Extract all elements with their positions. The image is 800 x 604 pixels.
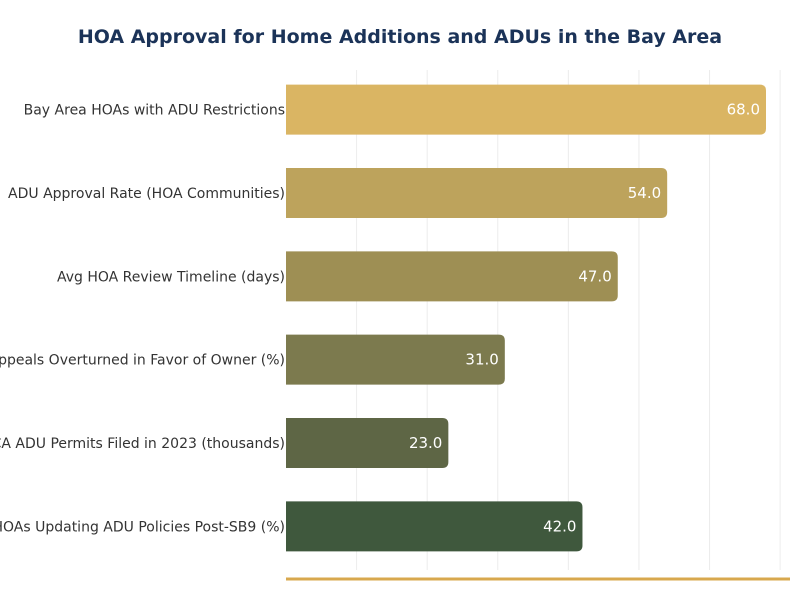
chart-title: HOA Approval for Home Additions and ADUs… [78, 26, 722, 48]
bar [286, 501, 583, 552]
category-label: CA ADU Permits Filed in 2023 (thousands) [0, 436, 285, 452]
data-label: 42.0 [543, 517, 576, 535]
bar [286, 334, 505, 385]
data-label: 54.0 [628, 184, 661, 202]
gridlines [356, 70, 781, 570]
category-label: ADU Approval Rate (HOA Communities) [8, 186, 285, 202]
data-label: 47.0 [578, 267, 611, 285]
bar [286, 168, 668, 218]
data-label: 31.0 [465, 351, 498, 369]
category-label: Appeals Overturned in Favor of Owner (%) [0, 353, 285, 369]
category-label: Bay Area HOAs with ADU Restrictions [24, 103, 285, 119]
data-label: 23.0 [409, 434, 442, 452]
data-label: 68.0 [727, 101, 760, 119]
bars: 68.0 54.0 47.0 31.0 23.0 42.0 [286, 84, 766, 552]
category-labels: Bay Area HOAs with ADU Restrictions ADU A… [0, 103, 285, 536]
category-label: HOAs Updating ADU Policies Post-SB9 (%) [0, 519, 285, 535]
category-label: Avg HOA Review Timeline (days) [57, 269, 285, 285]
bar [286, 251, 618, 302]
bar [286, 418, 449, 468]
bar [286, 84, 766, 135]
